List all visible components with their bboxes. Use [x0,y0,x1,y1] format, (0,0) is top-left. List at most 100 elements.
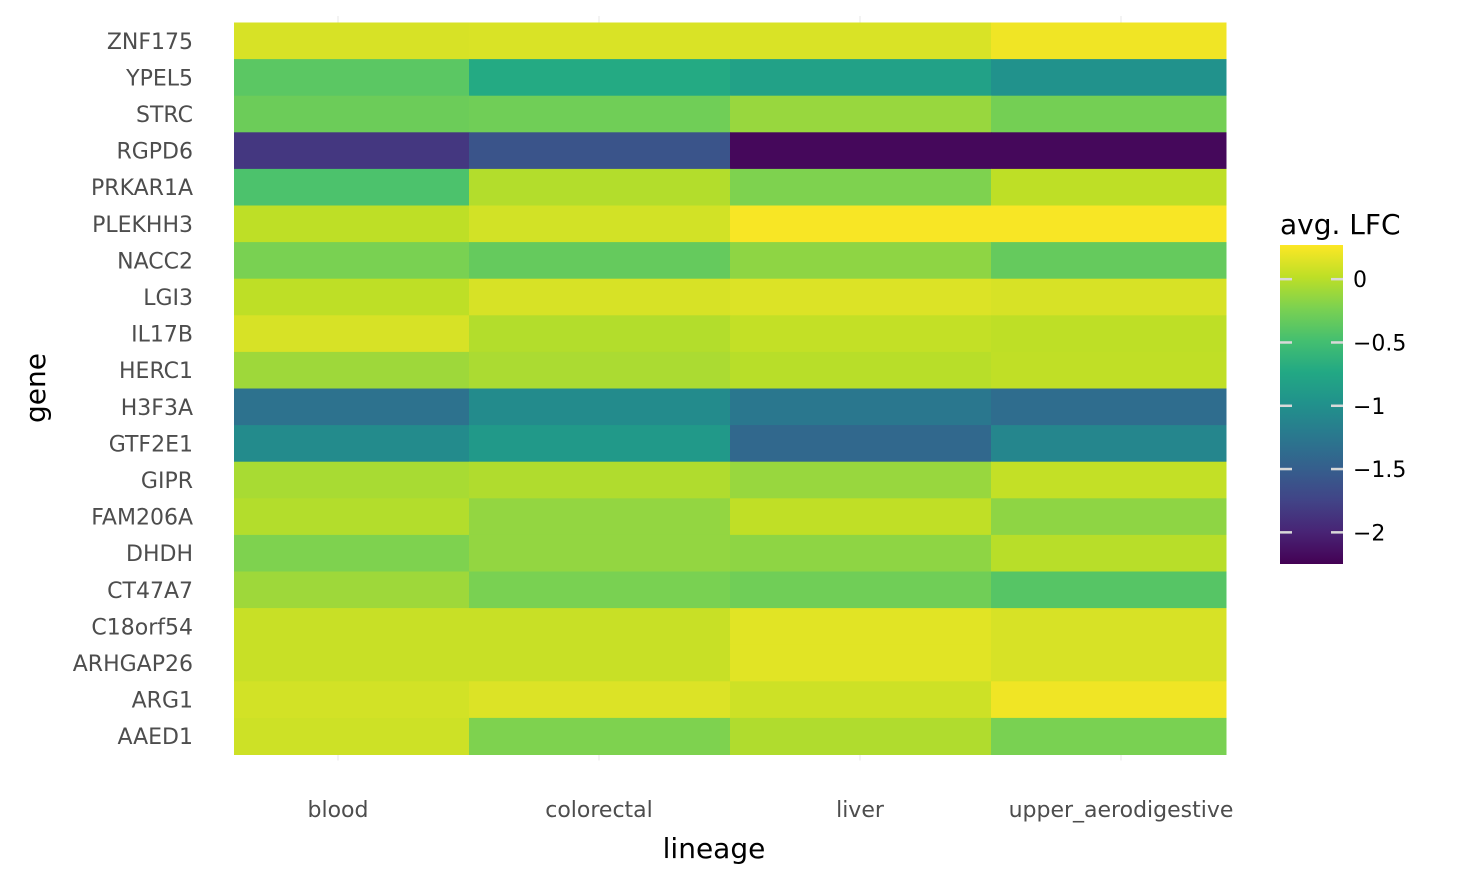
heatmap-cell [469,22,731,60]
heatmap-cell [234,498,470,536]
colorbar-tick-label: −0.5 [1353,331,1406,356]
colorbar-gradient [1280,245,1343,564]
heatmap-cell [730,498,992,536]
y-tick-label: CT47A7 [107,579,193,604]
heatmap-cell [730,278,992,316]
heatmap-cell [991,461,1227,499]
heatmap-cell [730,681,992,719]
heatmap-cell [730,242,992,280]
heatmap-cell [234,278,470,316]
heatmap-cell [991,168,1227,206]
x-tick-label: liver [836,798,885,823]
heatmap-cell [469,534,731,572]
y-tick-label: FAM206A [91,506,193,531]
heatmap-cell [991,644,1227,682]
y-tick-label: RGPD6 [116,140,193,165]
heatmap-cell [469,498,731,536]
colorbar-tick-label: 0 [1353,268,1367,293]
heatmap-cell [469,644,731,682]
heatmap-cell [730,95,992,133]
x-tick-labels: blood colorectal liver upper_aerodigestive [308,798,1234,823]
y-tick-label: IL17B [131,323,193,348]
heatmap-cell [991,95,1227,133]
heatmap-cell [991,205,1227,243]
colorbar-tick-label: −2 [1353,521,1385,546]
y-tick-label: ARHGAP26 [73,652,193,677]
heatmap-cell [991,498,1227,536]
heatmap-cell [234,571,470,609]
heatmap-cell [991,351,1227,389]
heatmap-cell [730,425,992,463]
y-tick-label: H3F3A [121,396,193,421]
heatmap-cell [234,388,470,426]
colorbar-tick-label: −1.5 [1353,458,1406,483]
heatmap-cell [730,168,992,206]
x-tick-label: colorectal [545,798,653,823]
heatmap-cell [730,388,992,426]
heatmap-cell [730,534,992,572]
y-tick-label: NACC2 [117,249,193,274]
heatmap-cells [234,22,1227,755]
heatmap-cell [469,571,731,609]
heatmap-cell [469,681,731,719]
y-tick-label: LGI3 [143,286,193,311]
heatmap-cell [469,315,731,353]
heatmap-cell [730,315,992,353]
heatmap-cell [991,571,1227,609]
x-axis-title: lineage [663,832,766,865]
heatmap-cell [991,388,1227,426]
colorbar-ticks: 0 −0.5 −1 −1.5 −2 [1280,268,1406,546]
y-axis-title: gene [19,353,52,423]
heatmap-cell [730,22,992,60]
y-tick-label: ZNF175 [107,30,193,55]
heatmap-cell [991,608,1227,646]
y-tick-label: C18orf54 [91,615,193,640]
heatmap-cell [234,95,470,133]
heatmap-cell [730,571,992,609]
heatmap-cell [469,168,731,206]
x-tick-label: upper_aerodigestive [1009,798,1234,823]
heatmap-cell [991,717,1227,755]
heatmap-cell [730,608,992,646]
heatmap-cell [730,351,992,389]
y-tick-labels: ZNF175 YPEL5 STRC RGPD6 PRKAR1A PLEKHH3 NACC2 L… [73,30,193,750]
heatmap-cell [991,681,1227,719]
heatmap-cell [730,59,992,97]
heatmap-cell [469,608,731,646]
heatmap-cell [234,717,470,755]
y-tick-label: PRKAR1A [91,176,193,201]
colorbar-tick-label: −1 [1353,395,1385,420]
heatmap-cell [469,461,731,499]
heatmap-cell [469,388,731,426]
colorbar-legend: avg. LFC 0 −0.5 −1 −1.5 −2 [1280,208,1406,564]
y-tick-label: DHDH [126,542,193,567]
heatmap-cell [730,644,992,682]
heatmap-cell [234,534,470,572]
heatmap-cell [469,351,731,389]
heatmap-cell [234,425,470,463]
heatmap-cell [234,242,470,280]
heatmap-cell [469,205,731,243]
heatmap-cell [234,59,470,97]
y-tick-label: HERC1 [119,359,193,384]
heatmap-cell [234,205,470,243]
heatmap-cell [991,425,1227,463]
heatmap-cell [991,242,1227,280]
heatmap-cell [469,425,731,463]
y-tick-label: STRC [136,103,193,128]
heatmap-cell [730,205,992,243]
heatmap-cell [469,278,731,316]
y-tick-label: AAED1 [117,725,193,750]
heatmap-cell [730,717,992,755]
heatmap-cell [991,22,1227,60]
y-tick-label: ARG1 [132,689,193,714]
heatmap-cell [234,681,470,719]
heatmap-cell [469,242,731,280]
heatmap-cell [234,168,470,206]
heatmap-cell [991,59,1227,97]
heatmap-cell [234,22,470,60]
heatmap-cell [234,461,470,499]
heatmap-cell [469,95,731,133]
heatmap-cell [234,644,470,682]
